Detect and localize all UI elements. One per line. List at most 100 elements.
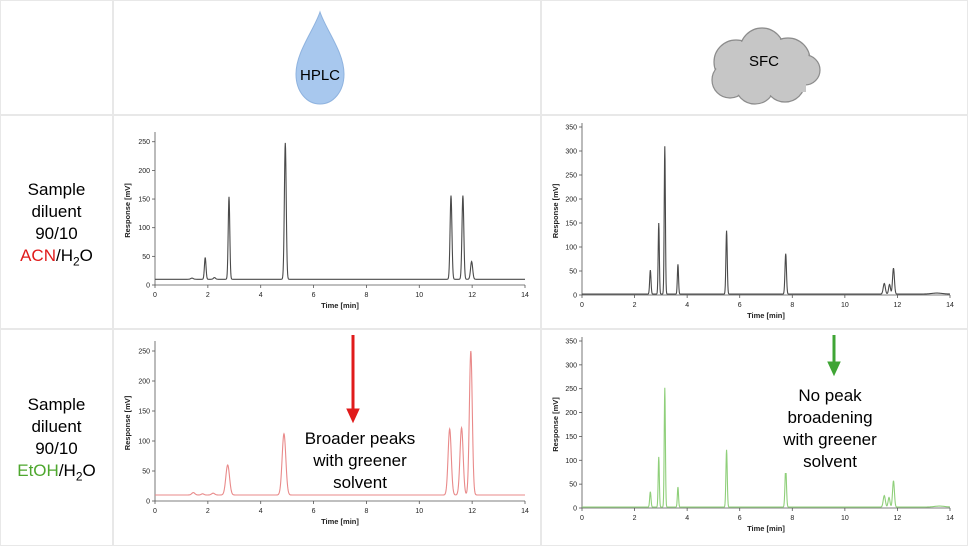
sfc-annotation-line-2: broadening: [787, 408, 873, 427]
x-tick-label: 0: [153, 292, 157, 299]
x-tick-label: 0: [580, 302, 584, 309]
hplc-acn-chart: 0 2 4 6 8 10 12 14 0 50 100 150 200 250 Time [min] Resp…: [123, 132, 529, 310]
x-tick-label: 6: [312, 508, 316, 515]
x-tick-label: 12: [468, 508, 476, 515]
x-tick-label: 8: [790, 515, 794, 522]
x-tick-label: 8: [790, 302, 794, 309]
x-tick-label: 6: [738, 515, 742, 522]
y-tick-label: 300: [565, 362, 577, 369]
x-tick-label: 2: [206, 508, 210, 515]
y-tick-label: 300: [565, 149, 577, 156]
hplc-etoh-chart: 0 2 4 6 8 10 12 14 0 50 100 150 200 250 Time [min] Resp…: [123, 341, 529, 526]
row1-water: /H: [55, 246, 73, 265]
x-tick-label: 8: [364, 508, 368, 515]
x-tick-label: 12: [894, 515, 902, 522]
x-tick-label: 4: [259, 292, 263, 299]
y-tick-label: 50: [569, 482, 577, 489]
x-tick-label: 14: [946, 302, 954, 309]
x-tick-label: 14: [946, 515, 954, 522]
row2-line-1: Sample: [27, 395, 86, 414]
y-tick-label: 0: [146, 499, 150, 506]
y-tick-label: 200: [138, 379, 150, 386]
y-tick-label: 100: [138, 439, 150, 446]
sfc-annotation-line-4: solvent: [803, 452, 857, 471]
hplc-annotation-line-3: solvent: [333, 473, 387, 492]
y-tick-label: 150: [565, 434, 577, 441]
hplc-label: HPLC: [300, 67, 340, 84]
x-axis-label: Time [min]: [321, 301, 359, 310]
x-tick-label: 0: [153, 508, 157, 515]
y-tick-label: 150: [138, 197, 150, 204]
y-tick-label: 200: [565, 197, 577, 204]
red-down-arrow-icon: [346, 335, 360, 424]
x-axis-label: Time [min]: [747, 524, 785, 533]
y-tick-label: 250: [138, 139, 150, 146]
x-tick-label: 14: [521, 292, 529, 299]
chromatogram-trace: [155, 142, 525, 280]
row2-diluent-label: Sample diluent 90/10 EtOH/H2O: [1, 394, 112, 487]
header-empty-cell: [1, 1, 112, 114]
x-tick-label: 4: [685, 302, 689, 309]
row1-line-2: diluent: [31, 202, 82, 221]
y-tick-label: 0: [573, 293, 577, 300]
sfc-annotation: No peak broadening with greener solvent: [770, 385, 890, 473]
y-axis-label: Response [mV]: [123, 183, 132, 238]
sfc-etoh-chart: 0 2 4 6 8 10 12 14 0 50 100 150 200 250 300 350 Time [mi…: [551, 337, 954, 533]
y-tick-label: 0: [573, 506, 577, 513]
hplc-annotation-line-1: Broader peaks: [304, 429, 416, 448]
row1-line-1: Sample: [27, 180, 86, 199]
x-tick-label: 12: [468, 292, 476, 299]
hplc-annotation: Broader peaks with greener solvent: [300, 428, 420, 494]
y-tick-label: 350: [565, 339, 577, 346]
x-tick-label: 4: [259, 508, 263, 515]
y-tick-label: 200: [565, 410, 577, 417]
y-axis-label: Response [mV]: [123, 395, 132, 450]
row2-solvent-line: EtOH/H2O: [1, 460, 112, 487]
row1-diluent-label: Sample diluent 90/10 ACN/H2O: [1, 179, 112, 272]
y-tick-label: 100: [565, 245, 577, 252]
y-tick-label: 250: [565, 173, 577, 180]
x-tick-label: 12: [894, 302, 902, 309]
y-axis-label: Response [mV]: [551, 397, 560, 452]
sfc-acn-chart: 0 2 4 6 8 10 12 14 0 50 100 150 200 250 300 350 Time [mi…: [551, 123, 954, 320]
x-tick-label: 10: [841, 302, 849, 309]
row2-line-2: diluent: [31, 417, 82, 436]
y-tick-label: 250: [565, 386, 577, 393]
y-tick-label: 250: [138, 349, 150, 356]
sfc-annotation-line-1: No peak: [798, 386, 862, 405]
x-axis-label: Time [min]: [747, 311, 785, 320]
x-tick-label: 6: [738, 302, 742, 309]
row2-label-cell: [1, 330, 112, 545]
y-tick-label: 150: [565, 221, 577, 228]
row2-solvent: EtOH: [17, 461, 59, 480]
x-axis-label: Time [min]: [321, 517, 359, 526]
row1-hplc-cell: [114, 116, 540, 328]
water-drop-icon: HPLC: [295, 10, 345, 105]
y-tick-label: 50: [569, 269, 577, 276]
row1-water-end: O: [79, 246, 93, 265]
x-tick-label: 0: [580, 515, 584, 522]
x-tick-label: 4: [685, 515, 689, 522]
chromatogram-trace: [582, 387, 951, 508]
y-tick-label: 350: [565, 125, 577, 132]
row1-line-3: 90/10: [35, 224, 78, 243]
sfc-label: SFC: [749, 53, 779, 70]
row1-solvent-line: ACN/H2O: [1, 245, 112, 272]
x-tick-label: 6: [312, 292, 316, 299]
green-down-arrow-icon: [827, 335, 841, 377]
x-tick-label: 2: [633, 302, 637, 309]
x-tick-label: 14: [521, 508, 529, 515]
y-tick-label: 50: [142, 254, 150, 261]
x-tick-label: 2: [633, 515, 637, 522]
row1-label-cell: [1, 116, 112, 328]
x-tick-label: 8: [364, 292, 368, 299]
row1-water-sub: 2: [72, 254, 80, 269]
x-tick-label: 10: [415, 508, 423, 515]
chromatogram-trace: [155, 350, 525, 496]
row2-water-sub: 2: [75, 469, 83, 484]
row2-sfc-cell: [542, 330, 967, 545]
y-tick-label: 0: [146, 283, 150, 290]
sfc-annotation-line-3: with greener: [783, 430, 877, 449]
row1-solvent: ACN: [20, 246, 56, 265]
y-tick-label: 150: [138, 409, 150, 416]
